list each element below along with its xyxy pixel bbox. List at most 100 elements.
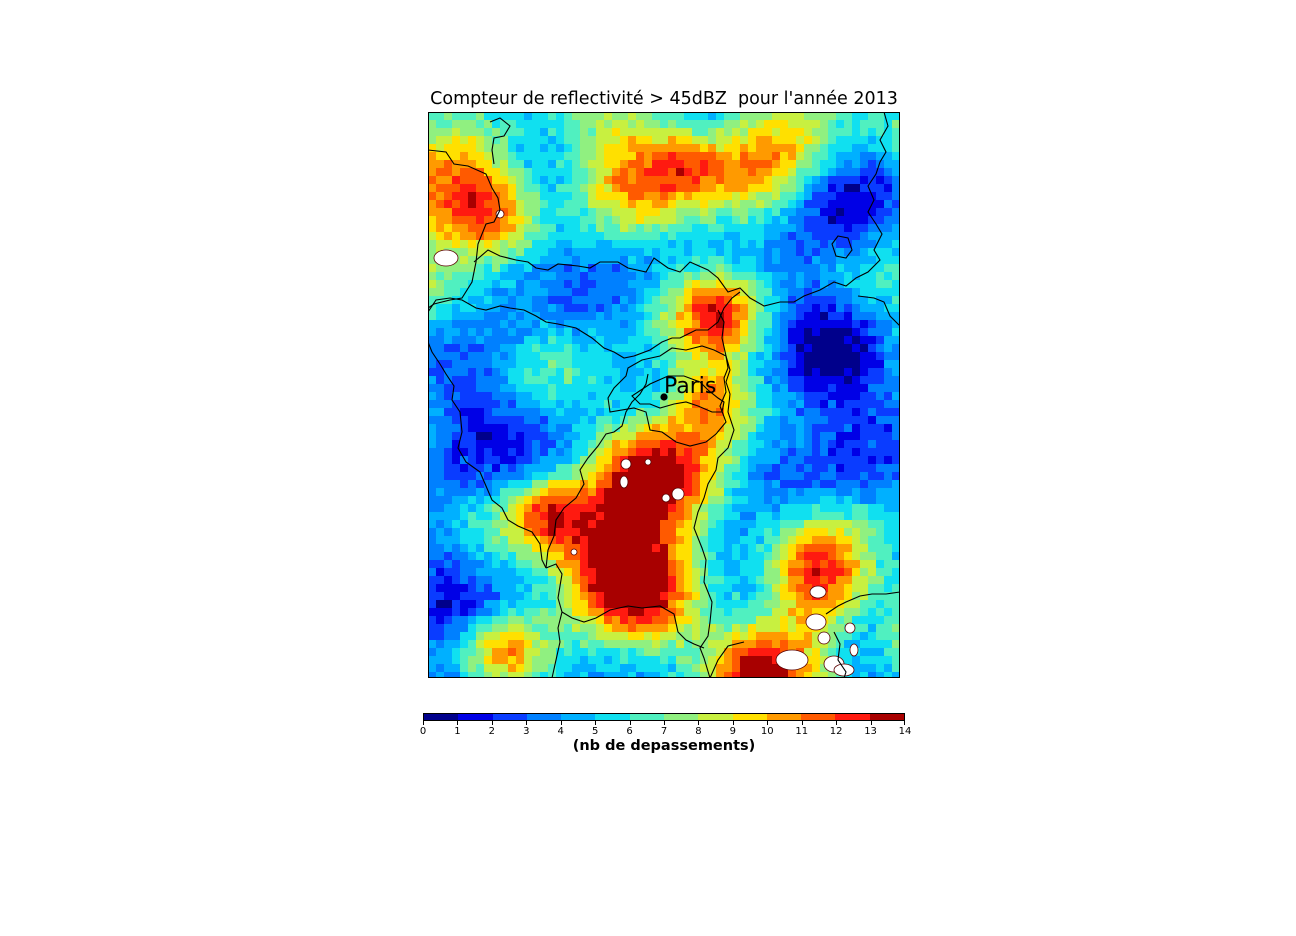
field-cell xyxy=(868,456,877,465)
field-cell xyxy=(548,152,557,161)
field-cell xyxy=(764,184,773,193)
field-cell xyxy=(892,640,900,649)
field-cell xyxy=(772,440,781,449)
field-cell xyxy=(836,560,845,569)
field-cell xyxy=(612,440,621,449)
field-cell xyxy=(740,240,749,249)
field-cell xyxy=(604,256,613,265)
field-cell xyxy=(652,416,661,425)
field-cell xyxy=(492,232,501,241)
field-cell xyxy=(852,328,861,337)
field-cell xyxy=(820,208,829,217)
field-cell xyxy=(668,504,677,513)
field-cell xyxy=(676,648,685,657)
field-cell xyxy=(892,536,900,545)
field-cell xyxy=(508,240,517,249)
field-cell xyxy=(892,368,900,377)
field-cell xyxy=(764,288,773,297)
field-cell xyxy=(452,512,461,521)
field-cell xyxy=(732,240,741,249)
field-cell xyxy=(516,408,525,417)
field-cell xyxy=(876,432,885,441)
field-cell xyxy=(892,176,900,185)
field-cell xyxy=(724,608,733,617)
field-cell xyxy=(740,216,749,225)
field-cell xyxy=(692,664,701,673)
field-cell xyxy=(748,200,757,209)
field-cell xyxy=(556,248,565,257)
field-cell xyxy=(660,512,669,521)
field-cell xyxy=(852,632,861,641)
field-cell xyxy=(668,112,677,121)
field-cell xyxy=(532,512,541,521)
field-cell xyxy=(860,552,869,561)
field-cell xyxy=(588,416,597,425)
field-cell xyxy=(700,216,709,225)
field-cell xyxy=(572,360,581,369)
field-cell xyxy=(460,224,469,233)
field-cell xyxy=(508,352,517,361)
field-cell xyxy=(476,360,485,369)
colorbar-tick xyxy=(836,721,838,725)
field-cell xyxy=(764,608,773,617)
field-cell xyxy=(844,432,853,441)
field-cell xyxy=(836,296,845,305)
field-cell xyxy=(484,528,493,537)
field-cell xyxy=(460,400,469,409)
field-cell xyxy=(548,528,557,537)
field-cell xyxy=(764,264,773,273)
field-cell xyxy=(596,504,605,513)
field-cell xyxy=(876,600,885,609)
field-cell xyxy=(580,296,589,305)
field-cell xyxy=(540,472,549,481)
field-cell xyxy=(500,344,509,353)
field-cell xyxy=(812,608,821,617)
field-cell xyxy=(852,136,861,145)
field-cell xyxy=(644,296,653,305)
field-cell xyxy=(716,472,725,481)
field-cell xyxy=(572,176,581,185)
field-cell xyxy=(860,208,869,217)
field-cell xyxy=(444,304,453,313)
field-cell xyxy=(820,656,829,665)
field-cell xyxy=(588,336,597,345)
field-cell xyxy=(476,520,485,529)
field-cell xyxy=(668,280,677,289)
field-cell xyxy=(780,296,789,305)
field-cell xyxy=(596,632,605,641)
field-cell xyxy=(684,240,693,249)
field-cell xyxy=(708,456,717,465)
field-cell xyxy=(452,424,461,433)
field-cell xyxy=(548,184,557,193)
field-cell xyxy=(820,256,829,265)
field-cell xyxy=(684,584,693,593)
field-cell xyxy=(692,384,701,393)
field-cell xyxy=(556,560,565,569)
field-cell xyxy=(756,632,765,641)
field-cell xyxy=(564,312,573,321)
field-cell xyxy=(580,576,589,585)
field-cell xyxy=(828,400,837,409)
field-cell xyxy=(892,224,900,233)
field-cell xyxy=(436,568,445,577)
field-cell xyxy=(892,632,900,641)
field-cell xyxy=(684,344,693,353)
field-cell xyxy=(756,232,765,241)
colorbar-segment xyxy=(698,714,733,720)
field-cell xyxy=(820,360,829,369)
field-cell xyxy=(524,264,533,273)
field-cell xyxy=(444,560,453,569)
field-cell xyxy=(644,408,653,417)
field-cell xyxy=(716,576,725,585)
field-cell xyxy=(724,176,733,185)
field-cell xyxy=(772,536,781,545)
reflectivity-map[interactable] xyxy=(428,112,900,678)
field-cell xyxy=(580,464,589,473)
field-cell xyxy=(700,432,709,441)
field-cell xyxy=(620,344,629,353)
field-cell xyxy=(884,160,893,169)
field-cell xyxy=(444,440,453,449)
colorbar-segment xyxy=(595,714,630,720)
field-cell xyxy=(724,640,733,649)
field-cell xyxy=(644,208,653,217)
